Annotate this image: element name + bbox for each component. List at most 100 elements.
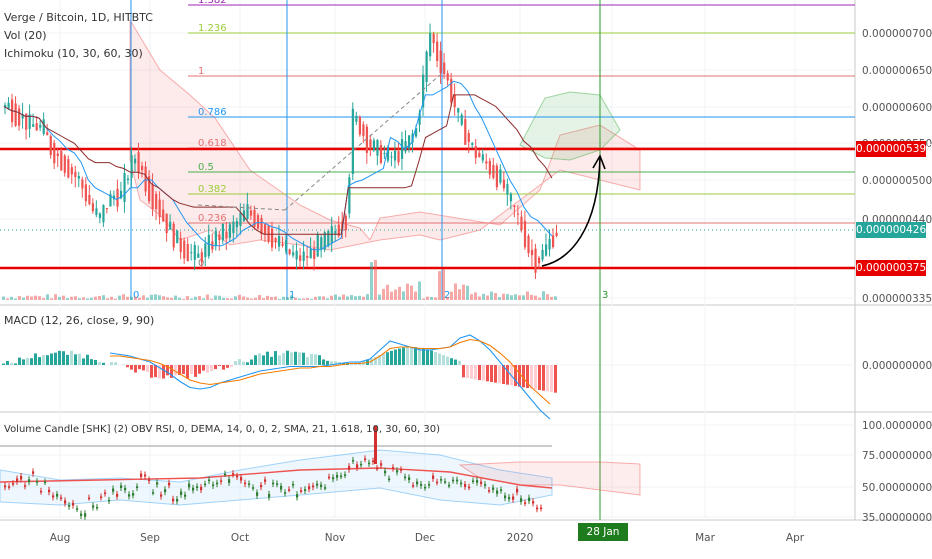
vc-candle-body: [424, 487, 426, 489]
macd-histogram-bar: [246, 362, 249, 365]
macd-histogram-bar: [150, 365, 153, 378]
candle-body: [534, 249, 536, 273]
volume-bar: [38, 296, 41, 300]
vc-candle-body: [272, 483, 274, 485]
vc-axis-tick: 100.0000000000: [862, 420, 932, 432]
volume-bar: [270, 297, 273, 300]
volume-bar: [386, 285, 389, 300]
macd-histogram-bar: [134, 365, 137, 373]
candle-body: [292, 252, 294, 255]
candle-body: [102, 205, 104, 222]
candle-body: [152, 185, 154, 209]
candle-body: [426, 52, 428, 82]
vc-candle-body: [516, 489, 518, 493]
macd-histogram-bar: [122, 364, 125, 365]
candle-body: [317, 235, 319, 257]
vc-candle-body: [376, 468, 378, 470]
macd-histogram-bar: [454, 360, 457, 365]
macd-indicator-label[interactable]: MACD (12, 26, close, 9, 90): [4, 314, 154, 327]
macd-histogram-bar: [506, 365, 509, 385]
vc-axis-tick: 35.0000000000: [862, 512, 932, 524]
volume-bar: [474, 292, 477, 300]
volume-bar: [314, 297, 317, 300]
candle-body: [289, 249, 291, 254]
time-axis-tick: Mar: [695, 532, 715, 544]
time-axis-tick: Dec: [415, 532, 436, 544]
candle-body: [510, 194, 512, 202]
candle-body: [246, 204, 248, 219]
macd-histogram-bar: [406, 347, 409, 365]
volume-bar: [178, 298, 181, 300]
candle-body: [310, 249, 312, 259]
macd-histogram-bar: [210, 365, 213, 371]
fib-level-label: 1.236: [198, 23, 227, 34]
macd-histogram-bar: [58, 351, 61, 365]
volume-bar: [446, 297, 449, 300]
vc-candle-body: [124, 488, 126, 490]
vc-candle-body: [48, 490, 50, 492]
candle-body: [503, 180, 505, 189]
chart-title: Verge / Bitcoin, 1D, HITBTC: [4, 11, 153, 24]
candle-body: [376, 140, 378, 156]
vc-candle-body: [76, 508, 78, 510]
fib-level-label: 1.382: [198, 0, 227, 6]
volume-bar: [394, 290, 397, 300]
vc-candle-body: [388, 479, 390, 481]
macd-histogram-bar: [114, 362, 117, 365]
vc-candle-body: [80, 514, 82, 516]
candle-body: [373, 140, 375, 150]
macd-histogram-bar: [554, 365, 557, 393]
candle-body: [278, 236, 280, 247]
macd-histogram-bar: [130, 365, 133, 370]
macd-histogram-bar: [90, 359, 93, 365]
vc-candle-body: [304, 489, 306, 491]
volume-bar: [302, 299, 305, 300]
macd-histogram-bar: [274, 351, 277, 365]
candle-body: [306, 256, 308, 258]
candle-body: [225, 232, 227, 239]
vc-candle-body: [264, 479, 266, 481]
macd-histogram-bar: [238, 359, 241, 365]
ichimoku-indicator-label[interactable]: Ichimoku (10, 30, 60, 30): [4, 47, 143, 60]
volume-bar: [102, 295, 105, 300]
vc-candle-body: [392, 467, 394, 469]
volume-candle-indicator-label[interactable]: Volume Candle [SHK] (2) OBV RSI, 0, DEMA…: [4, 424, 440, 435]
macd-histogram-bar: [226, 365, 229, 368]
volume-bar: [290, 295, 293, 300]
volume-bar: [2, 297, 5, 300]
time-axis-tick: Sep: [140, 532, 160, 544]
vc-candle-body: [144, 475, 146, 477]
volume-bar: [342, 295, 345, 300]
volume-bar: [174, 296, 177, 300]
macd-histogram-bar: [26, 358, 29, 365]
vc-candle-body: [168, 483, 170, 486]
volume-bar: [274, 297, 277, 300]
candle-body: [155, 194, 157, 209]
vc-candle-body: [316, 484, 318, 486]
vc-candle-body: [400, 469, 402, 471]
vc-candle-body: [384, 471, 386, 474]
vc-candle-body: [204, 484, 206, 486]
vc-candle-body: [148, 480, 150, 482]
macd-histogram-bar: [198, 365, 201, 374]
macd-histogram-bar: [466, 365, 469, 378]
volume-bar: [354, 296, 357, 300]
vc-candle-body: [216, 483, 218, 485]
vc-candle-body: [300, 490, 302, 492]
macd-histogram-bar: [458, 361, 461, 365]
macd-histogram-bar: [154, 365, 157, 377]
macd-histogram-bar: [22, 359, 25, 365]
macd-histogram-bar: [142, 365, 145, 370]
candle-body: [524, 221, 526, 247]
candle-body: [362, 124, 364, 136]
volume-indicator-label[interactable]: Vol (20): [4, 29, 47, 42]
vc-candle-body: [536, 508, 538, 510]
vc-candle-body: [116, 494, 118, 497]
candle-body: [548, 239, 550, 250]
vc-candle-body: [4, 485, 6, 487]
volume-bar: [214, 295, 217, 300]
volume-bar: [210, 299, 213, 300]
candle-body: [95, 208, 97, 215]
vc-candle-body: [540, 508, 542, 510]
